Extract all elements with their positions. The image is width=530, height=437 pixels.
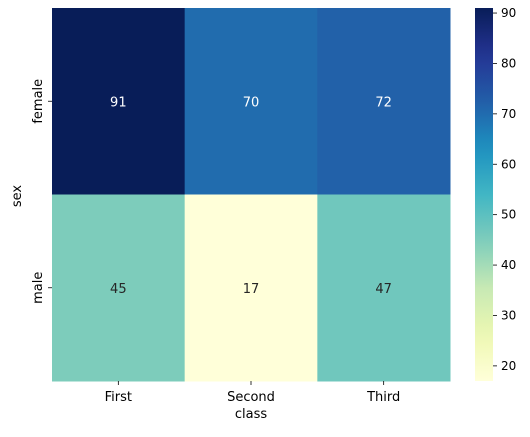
colorbar: 20 30 40 50 60 70 80 90 bbox=[475, 6, 516, 381]
cell-value-label: 17 bbox=[243, 282, 260, 297]
colorbar-tick-label: 40 bbox=[501, 258, 516, 272]
cell-value-label: 45 bbox=[110, 282, 127, 297]
x-tick-label: Third bbox=[366, 390, 400, 405]
cell-value-label: 72 bbox=[375, 95, 392, 110]
x-tick-label: First bbox=[105, 390, 132, 405]
x-tick-label: Second bbox=[227, 390, 275, 405]
heatmap-cell-female-first bbox=[52, 8, 186, 195]
heatmap-cell-male-first bbox=[52, 194, 186, 382]
cell-value-label: 91 bbox=[110, 95, 127, 110]
y-tick-label: male bbox=[31, 272, 46, 304]
colorbar-tick-label: 20 bbox=[501, 359, 516, 373]
heatmap-cell-labels: 91 70 72 45 17 47 bbox=[110, 95, 392, 297]
x-axis-label: class bbox=[235, 407, 267, 422]
heatmap-cell-female-third bbox=[317, 8, 451, 195]
cell-value-label: 47 bbox=[375, 282, 392, 297]
colorbar-tick-label: 90 bbox=[501, 6, 516, 20]
y-axis-label: sex bbox=[10, 185, 25, 208]
heatmap-cell-male-third bbox=[317, 194, 451, 382]
colorbar-tick-label: 60 bbox=[501, 157, 516, 171]
colorbar-tick-label: 30 bbox=[501, 308, 516, 322]
heatmap-cell-female-second bbox=[184, 8, 318, 195]
heatmap-cells bbox=[52, 8, 451, 382]
colorbar-tick-label: 70 bbox=[501, 107, 516, 121]
x-axis: First Second Third bbox=[105, 381, 400, 405]
colorbar-tick-label: 80 bbox=[501, 56, 516, 70]
colorbar-gradient bbox=[475, 8, 493, 381]
cell-value-label: 70 bbox=[243, 95, 260, 110]
y-axis: female male bbox=[31, 79, 52, 304]
heatmap-cell-male-second bbox=[184, 194, 318, 382]
colorbar-tick-label: 50 bbox=[501, 208, 516, 222]
y-tick-label: female bbox=[31, 79, 46, 124]
